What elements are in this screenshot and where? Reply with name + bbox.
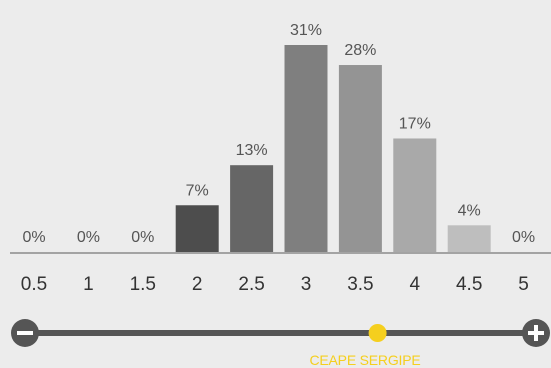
value-label: 0% <box>131 229 154 246</box>
x-tick-label: 3.5 <box>347 274 373 295</box>
value-labels-group: 0% 0% 0% 7% 13% 31% 28% 17% 4% 0% <box>22 22 535 246</box>
value-label: 17% <box>399 115 431 132</box>
x-tick-label: 1.5 <box>130 274 156 295</box>
bar-2 <box>175 205 219 252</box>
value-label: 4% <box>458 202 481 219</box>
x-tick-label: 1 <box>83 274 94 295</box>
x-tick-label: 0.5 <box>21 274 47 295</box>
minus-icon[interactable] <box>11 319 39 347</box>
value-label: 28% <box>344 42 376 59</box>
bar-3-5 <box>338 65 382 252</box>
x-tick-label: 4.5 <box>456 274 482 295</box>
x-tick-label: 2.5 <box>238 274 264 295</box>
x-tick-labels-group: 0.5 1 1.5 2 2.5 3 3.5 4 4.5 5 <box>21 274 529 295</box>
slider-handle-label: CEAPE SERGIPE <box>309 352 421 368</box>
bar-3 <box>284 45 328 252</box>
x-tick-label: 5 <box>518 274 529 295</box>
value-label: 0% <box>77 229 100 246</box>
x-tick-label: 2 <box>192 274 203 295</box>
value-label: 31% <box>290 22 322 39</box>
bar-2-5 <box>230 165 274 252</box>
bar-4-5 <box>447 225 491 252</box>
value-label: 0% <box>512 229 535 246</box>
slider-handle[interactable] <box>368 324 387 342</box>
plus-icon[interactable] <box>522 319 550 347</box>
value-label: 7% <box>186 182 209 199</box>
value-label: 13% <box>236 142 268 159</box>
value-label: 0% <box>22 229 45 246</box>
bar-4 <box>393 138 437 252</box>
x-tick-label: 3 <box>301 274 312 295</box>
x-tick-label: 4 <box>410 274 421 295</box>
bars-group <box>175 45 491 252</box>
